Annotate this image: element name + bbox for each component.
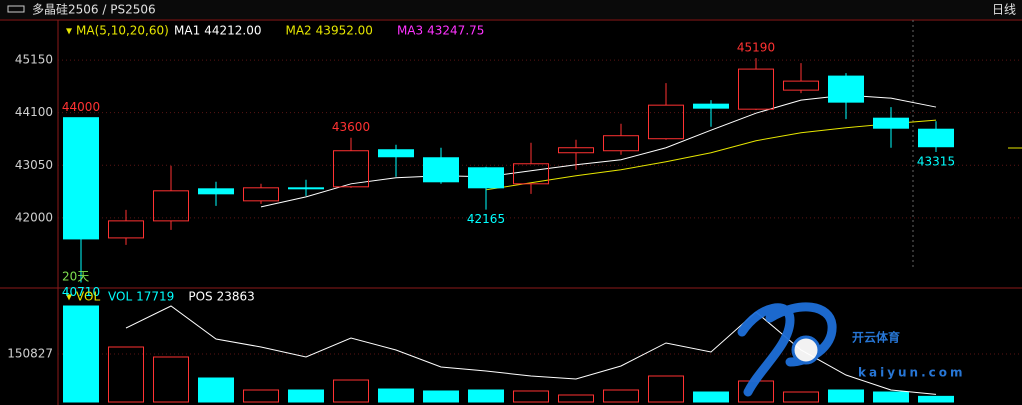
period-label[interactable]: 日线 bbox=[992, 3, 1016, 17]
candle-body bbox=[873, 117, 909, 129]
legend-value: 23863 bbox=[217, 290, 255, 304]
legend-name: MA3 bbox=[397, 24, 423, 38]
candle-body bbox=[603, 135, 639, 152]
legend-name: MA1 bbox=[174, 24, 200, 38]
price-label: 40710 bbox=[62, 285, 100, 299]
price-label: 43600 bbox=[332, 120, 370, 134]
candle-body bbox=[783, 80, 819, 91]
candle-body bbox=[108, 220, 144, 239]
candle-body bbox=[63, 117, 99, 240]
candle-body bbox=[243, 187, 279, 202]
volume-bar bbox=[333, 379, 369, 403]
ma-line bbox=[485, 119, 937, 191]
candle-body bbox=[828, 75, 864, 103]
y-tick-label: 42000 bbox=[15, 210, 53, 224]
legend-value: 43952.00 bbox=[316, 24, 373, 38]
candle-body bbox=[198, 188, 234, 195]
legend-name: POS bbox=[188, 290, 212, 304]
volume-bar bbox=[243, 389, 279, 403]
volume-bar bbox=[918, 395, 954, 403]
instrument-title: 多晶硅2506 / PS2506 bbox=[32, 3, 156, 17]
y-tick-label: 44100 bbox=[15, 105, 53, 119]
volume-bar bbox=[468, 389, 504, 403]
legend-value: 17719 bbox=[136, 290, 174, 304]
volume-bar bbox=[558, 394, 594, 403]
volume-bar bbox=[378, 388, 414, 403]
y-tick-label: 150827 bbox=[7, 346, 53, 360]
volume-bar bbox=[198, 377, 234, 403]
volume-bar bbox=[648, 375, 684, 403]
legend-title: VOL bbox=[76, 290, 100, 304]
volume-bar bbox=[783, 391, 819, 403]
price-label: 42165 bbox=[467, 212, 505, 226]
candle-body bbox=[558, 147, 594, 154]
y-tick-label: 45150 bbox=[15, 53, 53, 67]
watermark-ball bbox=[791, 335, 821, 365]
menu-icon[interactable] bbox=[7, 5, 25, 13]
title-bar bbox=[0, 0, 1022, 19]
legend-name: VOL bbox=[108, 290, 132, 304]
volume-bar bbox=[873, 391, 909, 403]
candle-body bbox=[693, 103, 729, 109]
volume-bar bbox=[603, 389, 639, 403]
ma-line bbox=[260, 94, 937, 208]
volume-bar bbox=[288, 389, 324, 403]
candle-body bbox=[468, 167, 504, 189]
legend-value: 43247.75 bbox=[427, 24, 484, 38]
legend-value: 44212.00 bbox=[204, 24, 261, 38]
candle-body bbox=[378, 149, 414, 158]
candle-body bbox=[333, 150, 369, 188]
watermark: 开云体育 kaiyun.com bbox=[737, 302, 966, 397]
volume-bar bbox=[828, 389, 864, 403]
volume-bar bbox=[63, 305, 99, 403]
candle-body bbox=[513, 163, 549, 185]
candle-body bbox=[738, 68, 774, 110]
y-tick-label: 43050 bbox=[15, 158, 53, 172]
volume-bar bbox=[153, 356, 189, 403]
candle-body bbox=[423, 157, 459, 183]
candle-body bbox=[153, 190, 189, 222]
watermark-url: kaiyun.com bbox=[858, 366, 966, 380]
price-label: 45190 bbox=[737, 41, 775, 55]
legend-title: MA(5,10,20,60) bbox=[76, 24, 169, 38]
volume-bar bbox=[693, 391, 729, 403]
volume-bar bbox=[423, 390, 459, 403]
legend-arrow[interactable]: ▾ bbox=[66, 290, 72, 304]
volume-bar bbox=[513, 390, 549, 403]
candle-body bbox=[648, 104, 684, 140]
volume-bar bbox=[108, 346, 144, 403]
note-label: 20天 bbox=[62, 270, 89, 284]
price-label: 44000 bbox=[62, 100, 100, 114]
legend-arrow[interactable]: ▾ bbox=[66, 24, 72, 38]
watermark-brand: 开云体育 bbox=[852, 330, 900, 345]
legend-name: MA2 bbox=[285, 24, 311, 38]
price-label: 43315 bbox=[917, 154, 955, 168]
candle-body bbox=[288, 187, 324, 190]
candle-body bbox=[918, 128, 954, 148]
